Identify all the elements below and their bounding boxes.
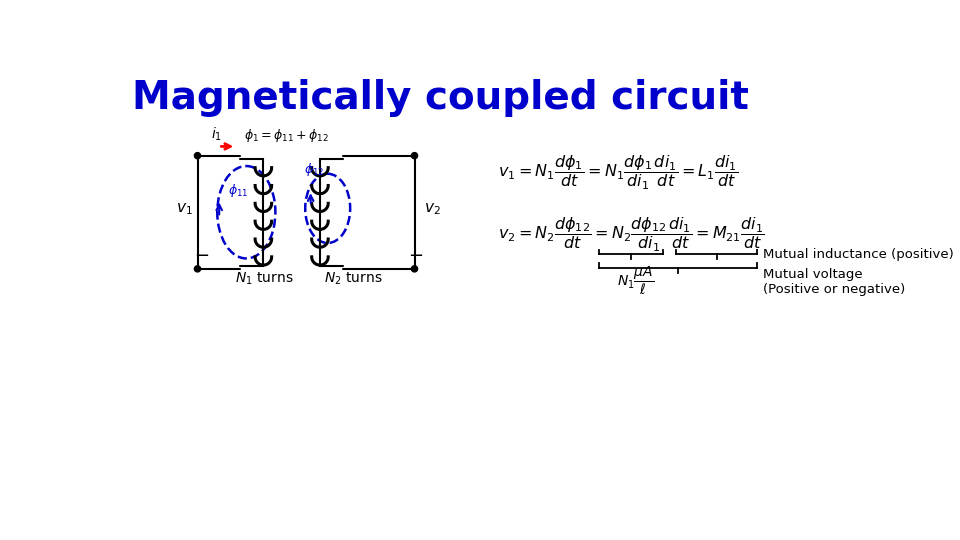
- Circle shape: [412, 153, 418, 159]
- Text: $\phi_1 = \phi_{11} + \phi_{12}$: $\phi_1 = \phi_{11} + \phi_{12}$: [244, 127, 329, 144]
- Circle shape: [194, 153, 201, 159]
- Text: Mutual voltage
(Positive or negative): Mutual voltage (Positive or negative): [763, 268, 905, 296]
- Text: $v_1$: $v_1$: [176, 201, 193, 217]
- Text: $v_2 = N_2\dfrac{d\phi_{12}}{dt} = N_2\dfrac{d\phi_{12}}{di_1}\dfrac{di_1}{dt} =: $v_2 = N_2\dfrac{d\phi_{12}}{dt} = N_2\d…: [498, 215, 765, 254]
- Text: $\phi_{11}$: $\phi_{11}$: [228, 182, 249, 199]
- Circle shape: [194, 266, 201, 272]
- Text: $-$: $-$: [194, 245, 209, 263]
- Text: $v_2$: $v_2$: [423, 201, 441, 217]
- Text: Magnetically coupled circuit: Magnetically coupled circuit: [132, 79, 749, 117]
- Text: $v_1 = N_1\dfrac{d\phi_1}{dt} = N_1\dfrac{d\phi_1}{di_1}\dfrac{di_1}{dt} = L_1\d: $v_1 = N_1\dfrac{d\phi_1}{dt} = N_1\dfra…: [498, 153, 738, 192]
- Text: $-$: $-$: [408, 245, 423, 263]
- Text: $N_1\dfrac{\mu A}{\ell}$: $N_1\dfrac{\mu A}{\ell}$: [616, 265, 654, 298]
- Text: $N_1$ turns: $N_1$ turns: [234, 271, 294, 287]
- Text: $\phi_{12}$: $\phi_{12}$: [304, 161, 324, 178]
- Text: $N_2$ turns: $N_2$ turns: [324, 271, 382, 287]
- Circle shape: [412, 266, 418, 272]
- Text: Mutual inductance (positive): Mutual inductance (positive): [763, 248, 954, 261]
- Text: $i_1$: $i_1$: [211, 126, 223, 143]
